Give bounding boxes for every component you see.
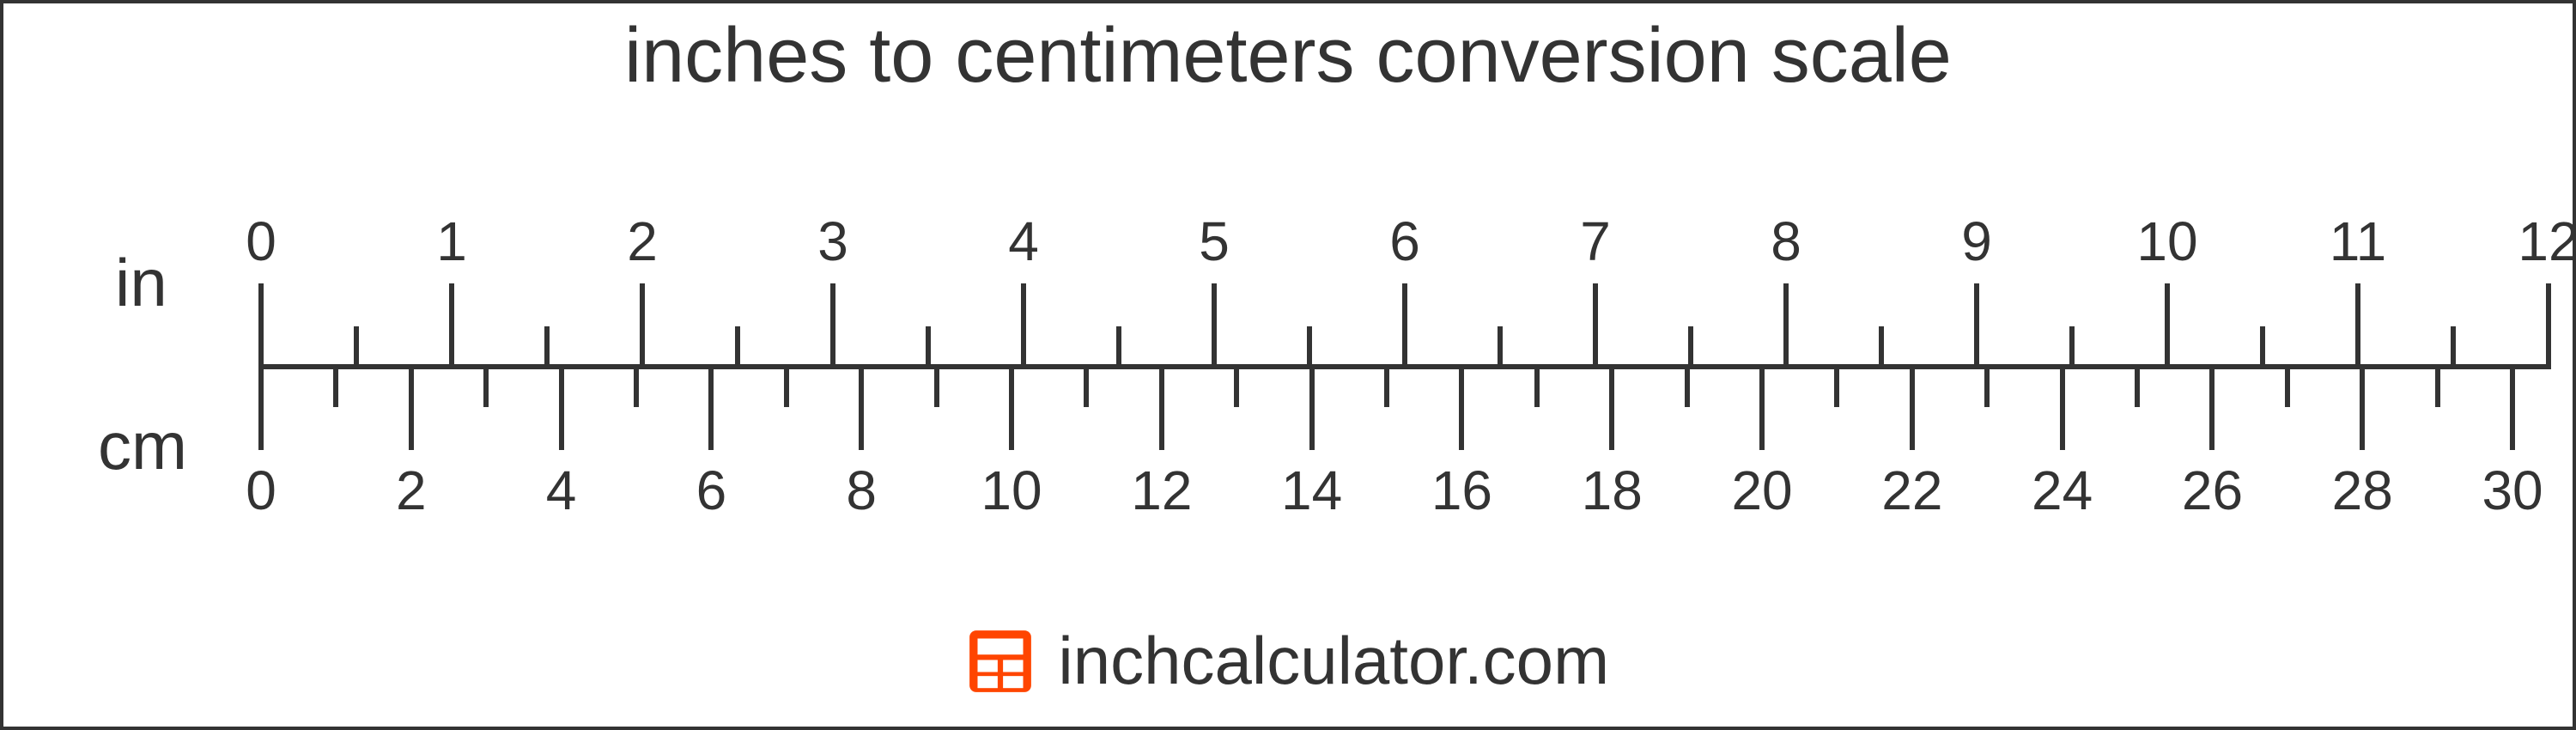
footer-text: inchcalculator.com xyxy=(1058,623,1609,698)
cm-tick-label: 30 xyxy=(2482,459,2543,522)
inch-tick xyxy=(2069,326,2075,369)
inch-tick xyxy=(449,283,454,369)
inch-tick-label: 1 xyxy=(436,210,467,273)
cm-tick xyxy=(2510,364,2515,450)
inch-tick xyxy=(1593,283,1598,369)
cm-tick-label: 8 xyxy=(846,459,877,522)
cm-tick-label: 28 xyxy=(2332,459,2393,522)
cm-tick-label: 4 xyxy=(546,459,577,522)
cm-tick-label: 12 xyxy=(1131,459,1192,522)
inch-tick xyxy=(2355,283,2360,369)
cm-tick-label: 16 xyxy=(1431,459,1492,522)
cm-tick xyxy=(409,364,414,450)
inch-tick xyxy=(1212,283,1217,369)
cm-tick xyxy=(2285,364,2290,407)
inch-tick-label: 11 xyxy=(2330,210,2386,273)
inch-tick-label: 8 xyxy=(1771,210,1801,273)
cm-tick-label: 6 xyxy=(696,459,727,522)
cm-tick xyxy=(1459,364,1464,450)
cm-tick-label: 18 xyxy=(1582,459,1643,522)
inch-tick-label: 9 xyxy=(1961,210,1992,273)
cm-tick xyxy=(1009,364,1014,450)
inch-tick xyxy=(830,283,835,369)
inch-tick xyxy=(926,326,931,369)
cm-tick-label: 2 xyxy=(396,459,427,522)
cm-tick xyxy=(2209,364,2215,450)
inch-tick xyxy=(1498,326,1503,369)
inch-tick xyxy=(2260,326,2265,369)
inch-tick xyxy=(258,283,264,369)
inch-tick xyxy=(1402,283,1407,369)
cm-tick xyxy=(333,364,338,407)
cm-tick xyxy=(258,364,264,450)
cm-tick xyxy=(1759,364,1765,450)
cm-tick-label: 26 xyxy=(2182,459,2243,522)
cm-tick xyxy=(483,364,489,407)
cm-tick xyxy=(708,364,714,450)
inch-tick-label: 2 xyxy=(627,210,658,273)
cm-tick-label: 0 xyxy=(246,459,276,522)
cm-tick xyxy=(859,364,864,450)
inch-tick-label: 4 xyxy=(1008,210,1039,273)
inch-tick xyxy=(1307,326,1312,369)
cm-tick-label: 24 xyxy=(2032,459,2093,522)
cm-tick-label: 22 xyxy=(1881,459,1942,522)
cm-tick xyxy=(784,364,789,407)
inch-tick xyxy=(1783,283,1789,369)
cm-tick xyxy=(1534,364,1540,407)
inch-tick xyxy=(354,326,359,369)
inch-tick-label: 5 xyxy=(1199,210,1230,273)
cm-tick xyxy=(2435,364,2440,407)
inch-tick xyxy=(1116,326,1121,369)
inch-tick xyxy=(2451,326,2456,369)
centimeters-unit-label: cm xyxy=(98,407,187,485)
inch-tick-label: 10 xyxy=(2136,210,2197,273)
inch-tick xyxy=(1974,283,1979,369)
cm-tick xyxy=(1609,364,1614,450)
inch-tick xyxy=(1021,283,1026,369)
inches-unit-label: in xyxy=(115,244,167,322)
cm-tick xyxy=(1234,364,1239,407)
scale-frame: inches to centimeters conversion scale i… xyxy=(0,0,2576,730)
cm-tick xyxy=(1910,364,1915,450)
footer: inchcalculator.com xyxy=(3,622,2573,700)
inch-tick xyxy=(640,283,645,369)
inch-tick-label: 3 xyxy=(817,210,848,273)
inch-tick-label: 7 xyxy=(1580,210,1611,273)
cm-tick xyxy=(559,364,564,450)
inch-tick-label: 0 xyxy=(246,210,276,273)
cm-tick xyxy=(1309,364,1315,450)
cm-tick xyxy=(1834,364,1839,407)
cm-tick xyxy=(2060,364,2065,450)
cm-tick xyxy=(2360,364,2365,450)
cm-tick xyxy=(1685,364,1690,407)
inch-tick xyxy=(2165,283,2170,369)
cm-tick-label: 20 xyxy=(1731,459,1792,522)
cm-tick xyxy=(1159,364,1164,450)
inch-tick-label: 12 xyxy=(2518,210,2576,273)
cm-tick xyxy=(634,364,639,407)
inch-tick-label: 6 xyxy=(1389,210,1420,273)
cm-tick-label: 10 xyxy=(981,459,1042,522)
inch-tick xyxy=(1688,326,1693,369)
inch-tick xyxy=(544,326,550,369)
cm-tick xyxy=(1384,364,1389,407)
inch-tick xyxy=(735,326,740,369)
calculator-icon xyxy=(967,628,1034,695)
cm-tick-label: 14 xyxy=(1281,459,1342,522)
cm-tick xyxy=(2135,364,2140,407)
inch-tick xyxy=(1879,326,1884,369)
inch-tick xyxy=(2546,283,2551,369)
cm-tick xyxy=(934,364,939,407)
cm-tick xyxy=(1984,364,1990,407)
scale-title: inches to centimeters conversion scale xyxy=(3,12,2573,100)
cm-tick xyxy=(1084,364,1089,407)
